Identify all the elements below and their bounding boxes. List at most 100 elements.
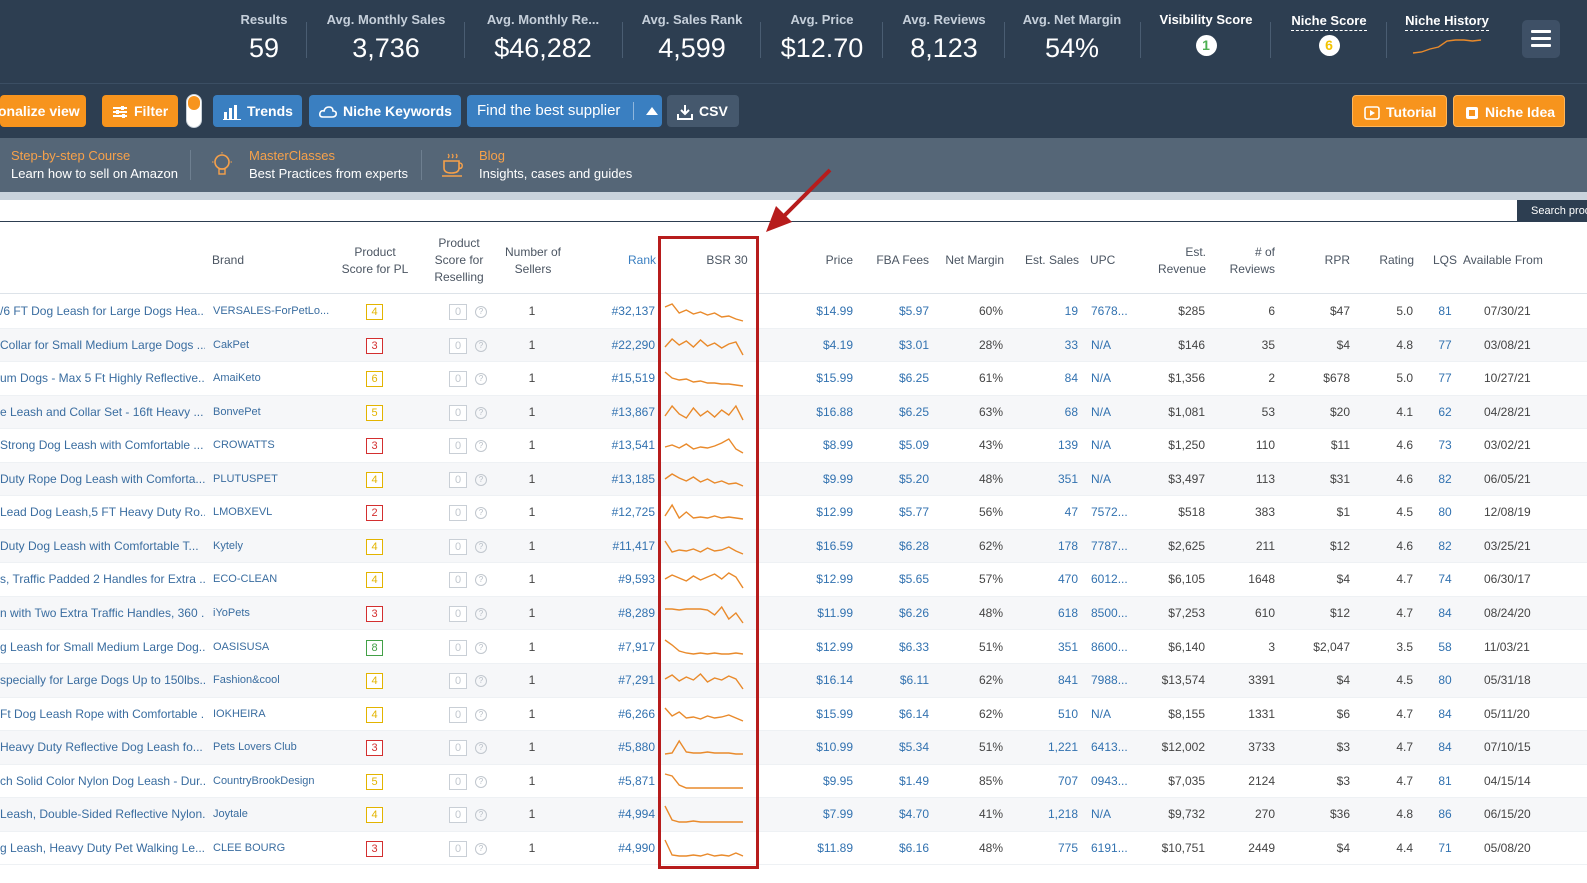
upc-value[interactable]: 7572... [1091,505,1128,520]
help-icon[interactable]: ? [475,339,487,352]
price-value[interactable]: $15.99 [816,706,853,721]
col-bsr-30[interactable]: BSR 30 [706,253,748,267]
lqs-value[interactable]: 77 [1438,371,1452,386]
price-value[interactable]: $16.88 [816,404,853,419]
price-value[interactable]: $10.99 [816,740,853,755]
lqs-value[interactable]: 84 [1438,740,1452,755]
lqs-value[interactable]: 84 [1438,706,1452,721]
brand-link[interactable]: CountryBrookDesign [213,774,315,787]
price-value[interactable]: $12.99 [816,505,853,520]
brand-link[interactable]: CROWATTS [213,439,275,452]
bsr-sparkline[interactable] [663,400,745,426]
rank-value[interactable]: #12,725 [611,505,655,520]
product-title-link[interactable]: ch Solid Color Nylon Dog Leash - Dur... [0,773,205,788]
price-value[interactable]: $11.99 [817,605,853,620]
lqs-value[interactable]: 74 [1438,572,1452,587]
est-sales-value[interactable]: 841 [1057,673,1078,688]
col-est-revenue[interactable]: Est. Revenue [1140,244,1206,278]
price-value[interactable]: $9.99 [822,471,853,486]
fba-fees-value[interactable]: $1.49 [898,773,929,788]
rank-value[interactable]: #32,137 [611,304,655,318]
price-value[interactable]: $12.99 [816,639,853,654]
brand-link[interactable]: Joytale [213,808,248,821]
upc-value[interactable]: N/A [1091,371,1112,386]
brand-link[interactable]: ECO-CLEAN [213,573,278,586]
product-title-link[interactable]: Ft Dog Leash Rope with Comfortable ... [0,706,205,721]
rank-value[interactable]: #7,917 [618,639,655,654]
col-reviews[interactable]: # of Reviews [1214,244,1275,278]
upc-value[interactable]: N/A [1091,471,1112,486]
lqs-value[interactable]: 80 [1438,505,1452,520]
rank-value[interactable]: #9,593 [618,572,655,587]
table-row[interactable]: g Leash for Small Medium Large Dog... OAS… [0,631,1587,664]
help-icon[interactable]: ? [475,641,487,654]
table-row[interactable]: ch Solid Color Nylon Dog Leash - Dur... C… [0,765,1587,799]
table-row[interactable]: Duty Rope Dog Leash with Comforta... PLUT… [0,462,1587,497]
est-sales-value[interactable]: 510 [1057,706,1078,721]
personalize-view-button[interactable]: onalize view [0,95,86,127]
col-product-score-reselling[interactable]: Product Score for Reselling [424,235,494,286]
filter-button[interactable]: Filter [102,95,178,127]
rank-value[interactable]: #15,519 [611,371,655,386]
lqs-value[interactable]: 77 [1438,337,1452,352]
upc-value[interactable]: N/A [1091,807,1112,822]
col-brand[interactable]: Brand [212,253,245,267]
col-fba-fees[interactable]: FBA Fees [876,253,929,267]
price-value[interactable]: $12.99 [816,572,853,587]
est-sales-value[interactable]: 707 [1057,773,1078,788]
bsr-sparkline[interactable] [663,769,745,795]
product-title-link[interactable]: specially for Large Dogs Up to 150lbs... [0,673,205,688]
fba-fees-value[interactable]: $6.14 [898,706,929,721]
lqs-value[interactable]: 86 [1438,807,1452,822]
bsr-sparkline[interactable] [663,668,745,694]
upc-value[interactable]: 6413... [1091,740,1128,755]
product-title-link[interactable]: Heavy Duty Reflective Dog Leash fo... [0,740,203,755]
col-product-score-pl[interactable]: Product Score for PL [335,244,415,278]
est-sales-value[interactable]: 178 [1057,538,1078,553]
rank-value[interactable]: #13,541 [611,438,655,453]
brand-link[interactable]: Fashion&cool [213,674,280,687]
brand-link[interactable]: CLEE BOURG [213,841,286,854]
bsr-sparkline[interactable] [663,433,745,459]
product-title-link[interactable]: Duty Rope Dog Leash with Comforta... [0,471,205,486]
price-value[interactable]: $11.89 [817,840,853,855]
fba-fees-value[interactable]: $3.01 [898,337,929,352]
est-sales-value[interactable]: 68 [1064,404,1078,419]
fba-fees-value[interactable]: $4.70 [898,807,929,822]
table-row[interactable]: Ft Dog Leash Rope with Comfortable ... IO… [0,698,1587,732]
table-row[interactable]: specially for Large Dogs Up to 150lbs...… [0,664,1587,698]
fba-fees-value[interactable]: $6.28 [898,538,929,553]
price-value[interactable]: $16.14 [816,673,853,688]
product-title-link[interactable]: g Leash for Small Medium Large Dog... [0,639,205,654]
help-icon[interactable]: ? [475,775,487,788]
rank-value[interactable]: #4,994 [618,807,655,822]
table-row[interactable]: g Leash, Heavy Duty Pet Walking Le... CLE… [0,832,1587,866]
bsr-sparkline[interactable] [663,635,745,661]
bsr-sparkline[interactable] [663,567,745,593]
table-row[interactable]: Duty Dog Leash with Comfortable T... Kyte… [0,529,1587,564]
rank-value[interactable]: #5,871 [618,773,655,788]
upc-value[interactable]: 0943... [1091,773,1128,788]
help-icon[interactable]: ? [475,440,487,453]
bsr-sparkline[interactable] [663,467,745,493]
est-sales-value[interactable]: 351 [1057,471,1078,486]
brand-link[interactable]: CakPet [213,338,250,351]
rank-value[interactable]: #8,289 [618,605,655,620]
bsr-sparkline[interactable] [663,333,745,359]
bsr-sparkline[interactable] [663,601,745,627]
bsr-sparkline[interactable] [663,500,745,526]
upc-value[interactable]: 8600... [1091,639,1128,654]
fba-fees-value[interactable]: $6.16 [898,840,929,855]
upc-value[interactable]: 8500... [1091,605,1128,620]
help-icon[interactable]: ? [475,373,487,386]
rank-value[interactable]: #22,290 [611,337,655,352]
upc-value[interactable]: 6191... [1091,840,1128,855]
brand-link[interactable]: Kytely [213,539,243,552]
upc-value[interactable]: N/A [1091,337,1112,352]
table-row[interactable]: Collar for Small Medium Large Dogs ... Ca… [0,328,1587,363]
rank-value[interactable]: #5,880 [618,740,655,755]
price-value[interactable]: $7.99 [822,807,853,822]
col-available-from[interactable]: Available From [1463,253,1543,267]
rank-value[interactable]: #13,185 [611,471,655,486]
brand-link[interactable]: Pets Lovers Club [213,741,297,754]
